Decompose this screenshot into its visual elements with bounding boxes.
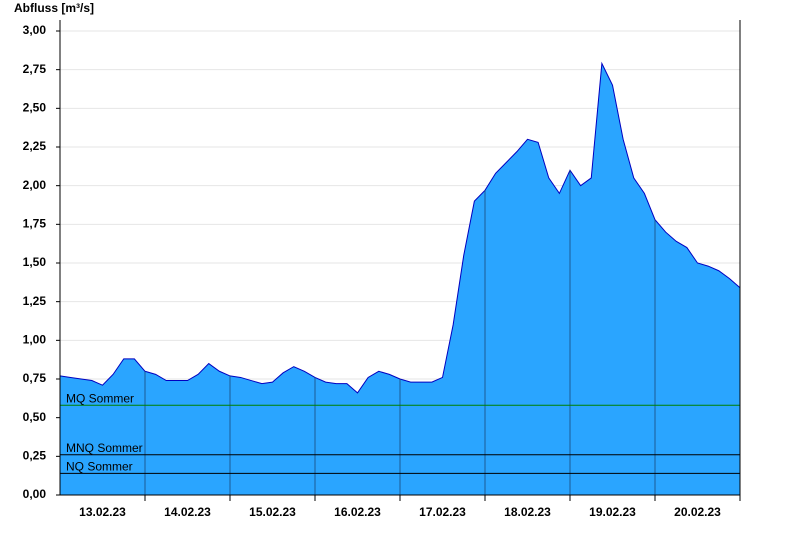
y-tick-label: 3,00: [23, 23, 47, 37]
y-tick-label: 1,00: [23, 333, 47, 347]
x-tick-label: 18.02.23: [504, 505, 551, 519]
y-tick-label: 2,50: [23, 101, 47, 115]
y-tick-label: 0,00: [23, 487, 47, 501]
y-tick-label: 1,50: [23, 255, 47, 269]
y-tick-label: 1,75: [23, 217, 47, 231]
x-tick-label: 20.02.23: [674, 505, 721, 519]
x-tick-label: 14.02.23: [164, 505, 211, 519]
y-tick-label: 2,00: [23, 178, 47, 192]
y-tick-label: 0,25: [23, 449, 47, 463]
x-tick-label: 15.02.23: [249, 505, 296, 519]
x-tick-label: 16.02.23: [334, 505, 381, 519]
y-tick-label: 0,75: [23, 371, 47, 385]
reference-label: NQ Sommer: [66, 460, 133, 474]
reference-label: MNQ Sommer: [66, 441, 143, 455]
x-tick-label: 19.02.23: [589, 505, 636, 519]
x-tick-label: 13.02.23: [79, 505, 126, 519]
y-tick-label: 0,50: [23, 410, 47, 424]
y-tick-label: 2,75: [23, 62, 47, 76]
reference-label: MQ Sommer: [66, 391, 134, 405]
y-tick-label: 1,25: [23, 294, 47, 308]
chart-title: Abfluss [m³/s]: [14, 1, 94, 15]
y-tick-label: 2,25: [23, 139, 47, 153]
x-tick-label: 17.02.23: [419, 505, 466, 519]
